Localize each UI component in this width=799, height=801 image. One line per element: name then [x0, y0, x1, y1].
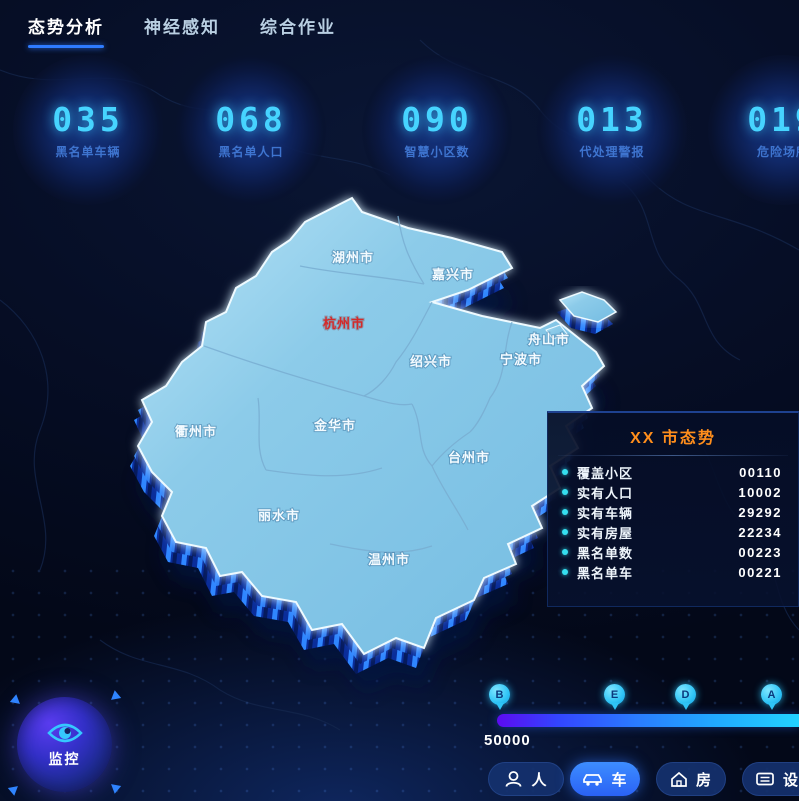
filter-label: 人 — [531, 771, 548, 789]
panel-separator — [558, 455, 788, 456]
city-zhoushan[interactable]: 舟山市 — [527, 331, 570, 348]
tab-label: 态势分析 — [28, 18, 104, 37]
stat-label: 智慧小区数 — [404, 145, 470, 159]
person-icon — [506, 771, 522, 787]
filter-vehicle-button[interactable]: 车 — [570, 762, 640, 796]
panel-row-actual-vehicles: 实有车辆 29292 — [562, 502, 782, 522]
filter-person-button[interactable]: 人 — [488, 762, 564, 796]
stat-value: 090 — [401, 100, 473, 139]
monitor-label: 监控 — [48, 751, 81, 767]
city-lishui[interactable]: 丽水市 — [257, 507, 300, 524]
tab-label: 综合作业 — [260, 18, 336, 37]
tab-neural-perception[interactable]: 神经感知 — [144, 13, 220, 48]
city-ningbo[interactable]: 宁波市 — [499, 351, 542, 368]
slider-value: 50000 — [484, 732, 531, 749]
city-shaoxing[interactable]: 绍兴市 — [409, 353, 452, 370]
stat-value: 035 — [52, 100, 124, 139]
corner-triangle-icon — [9, 694, 24, 708]
tab-label: 神经感知 — [144, 18, 220, 37]
top-nav: 态势分析 神经感知 综合作业 — [28, 13, 336, 48]
city-jiaxing[interactable]: 嘉兴市 — [430, 266, 474, 283]
province-surface[interactable] — [136, 196, 606, 656]
stat-label: 黑名单人口 — [218, 145, 284, 159]
device-icon — [756, 772, 774, 786]
gradient-slider-bar[interactable] — [497, 714, 799, 727]
panel-row-covered-communities: 覆盖小区 00110 — [562, 462, 782, 482]
city-wenzhou[interactable]: 温州市 — [367, 551, 410, 568]
city-huzhou[interactable]: 湖州市 — [331, 249, 374, 266]
stat-pending-alarms[interactable]: 013 代处理警报 — [537, 55, 687, 205]
city-quzhou[interactable]: 衢州市 — [174, 423, 217, 440]
stat-label: 代处理警报 — [579, 145, 645, 159]
stat-smart-communities[interactable]: 090 智慧小区数 — [362, 55, 512, 205]
bullet-dot-icon — [562, 529, 568, 535]
corner-triangle-icon — [107, 690, 122, 704]
city-hangzhou[interactable]: 杭州市 — [322, 315, 365, 332]
city-jinhua[interactable]: 金华市 — [312, 417, 356, 434]
corner-triangle-icon — [107, 780, 122, 794]
filter-house-button[interactable]: 房 — [656, 762, 726, 796]
stat-blacklist-people[interactable]: 068 黑名单人口 — [176, 55, 326, 205]
filter-device-button[interactable]: 设备 — [742, 762, 799, 796]
city-taizhou[interactable]: 台州市 — [447, 449, 490, 466]
panel-title: XX 市态势 — [630, 430, 716, 447]
stat-value: 068 — [215, 100, 287, 139]
corner-triangle-icon — [7, 782, 22, 796]
panel-row-actual-population: 实有人口 10002 — [562, 482, 782, 502]
bullet-dot-icon — [562, 509, 568, 515]
city-situation-panel: XX 市态势 覆盖小区 00110 实有人口 10002 实有车辆 29292 … — [547, 411, 799, 607]
city-labels: 湖州市 嘉兴市 杭州市 绍兴市 宁波市 舟山市 衢州市 金华市 台州市 丽水市 … — [174, 249, 570, 568]
monitor-widget: 监控 — [6, 688, 122, 801]
filter-label: 设备 — [782, 771, 799, 789]
bullet-dot-icon — [562, 469, 568, 475]
panel-row-blacklist-count: 黑名单数 00223 — [562, 542, 782, 562]
bullet-dot-icon — [562, 569, 568, 575]
city-borders — [203, 215, 513, 553]
eye-icon — [46, 723, 83, 743]
stat-value: 013 — [576, 100, 648, 139]
stat-label: 黑名单车辆 — [55, 145, 121, 159]
tab-comprehensive-operations[interactable]: 综合作业 — [260, 13, 336, 48]
stat-value: 019 — [747, 100, 799, 139]
stat-label: 危险场所 — [756, 145, 799, 159]
slider-marker-A[interactable]: A — [761, 684, 783, 714]
panel-row-blacklist-vehicles: 黑名单车 00221 — [562, 562, 782, 582]
car-icon — [583, 774, 603, 786]
tab-situation-analysis[interactable]: 态势分析 — [28, 13, 104, 48]
bullet-dot-icon — [562, 489, 568, 495]
filter-label: 车 — [611, 771, 628, 789]
stat-blacklist-vehicles[interactable]: 035 黑名单车辆 — [13, 55, 163, 205]
slider-marker-E[interactable]: E — [604, 684, 626, 714]
bullet-dot-icon — [562, 549, 568, 555]
island-regions[interactable] — [545, 291, 618, 340]
filter-label: 房 — [695, 771, 712, 789]
panel-row-actual-houses: 实有房屋 22234 — [562, 522, 782, 542]
house-icon — [671, 771, 687, 787]
tab-active-underline — [28, 45, 104, 48]
slider-marker-B[interactable]: B — [489, 684, 511, 714]
slider-marker-D[interactable]: D — [675, 684, 697, 714]
monitor-button[interactable]: 监控 — [17, 697, 112, 792]
